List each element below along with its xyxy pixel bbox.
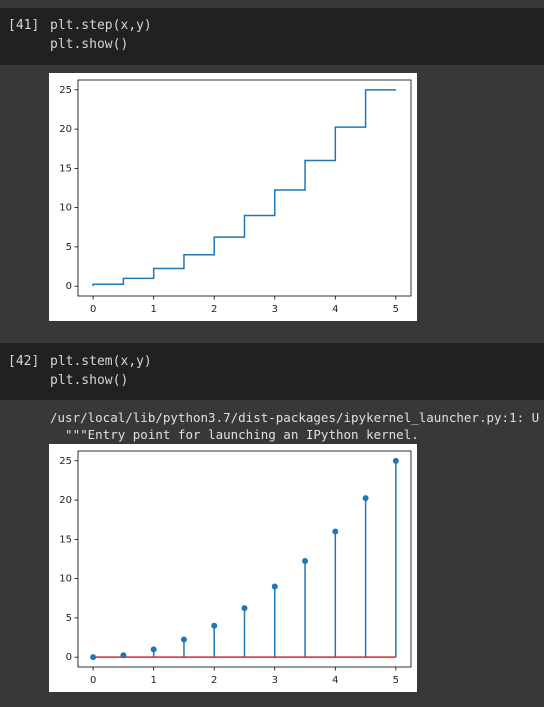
y-tick-label: 10 <box>59 203 72 214</box>
y-tick-label: 5 <box>66 242 72 253</box>
x-tick-label: 2 <box>211 675 217 686</box>
stem-marker <box>120 652 127 659</box>
x-tick-label: 1 <box>150 304 156 315</box>
y-tick-label: 20 <box>59 124 72 135</box>
stem-marker <box>90 654 97 661</box>
stem-marker <box>332 528 339 535</box>
y-tick-label: 5 <box>66 613 72 624</box>
stem-marker <box>302 557 309 564</box>
code-line: plt.show() <box>50 37 129 52</box>
x-tick-label: 3 <box>272 304 278 315</box>
stem-marker <box>271 583 278 590</box>
chart: 0 1 2 3 4 5 0 5 10 15 20 25 <box>49 444 417 692</box>
y-tick-label: 0 <box>66 281 72 292</box>
stem-marker <box>392 457 399 464</box>
output-text: /usr/local/lib/python3.7/dist-packages/i… <box>50 410 540 425</box>
y-tick-label: 15 <box>59 534 72 545</box>
plot-frame <box>77 450 412 668</box>
x-tick-label: 1 <box>150 675 156 686</box>
output-text: """Entry point for launching an IPython … <box>50 427 419 442</box>
stem-marker <box>150 646 157 653</box>
code-line: plt.stem(x,y) <box>50 354 152 369</box>
y-tick-label: 0 <box>66 652 72 663</box>
x-tick-label: 4 <box>332 675 338 686</box>
y-tick-label: 10 <box>59 574 72 585</box>
y-tick-label: 15 <box>59 163 72 174</box>
y-tick-label: 20 <box>59 495 72 506</box>
y-tick-label: 25 <box>59 456 72 467</box>
y-tick-label: 25 <box>59 85 72 96</box>
code-cell[interactable] <box>0 343 544 400</box>
x-tick-label: 2 <box>211 304 217 315</box>
stem-marker <box>241 605 248 612</box>
stem-marker <box>362 495 369 502</box>
x-tick-label: 0 <box>90 304 96 315</box>
code-cell[interactable] <box>0 8 544 65</box>
x-tick-label: 5 <box>393 304 399 315</box>
x-tick-label: 3 <box>272 675 278 686</box>
x-tick-label: 5 <box>393 675 399 686</box>
x-tick-label: 0 <box>90 675 96 686</box>
cell-prompt: [42] <box>8 354 40 369</box>
code-line: plt.step(x,y) <box>50 18 152 33</box>
step-line <box>92 89 396 287</box>
x-tick-label: 4 <box>332 304 338 315</box>
chart: 0 1 2 3 4 5 0 5 10 15 20 25 <box>49 73 417 321</box>
stem-marker <box>180 636 187 643</box>
cell-prompt: [41] <box>8 18 40 33</box>
stem-marker <box>211 622 218 629</box>
code-line: plt.show() <box>50 373 129 388</box>
plot-frame <box>77 79 412 297</box>
